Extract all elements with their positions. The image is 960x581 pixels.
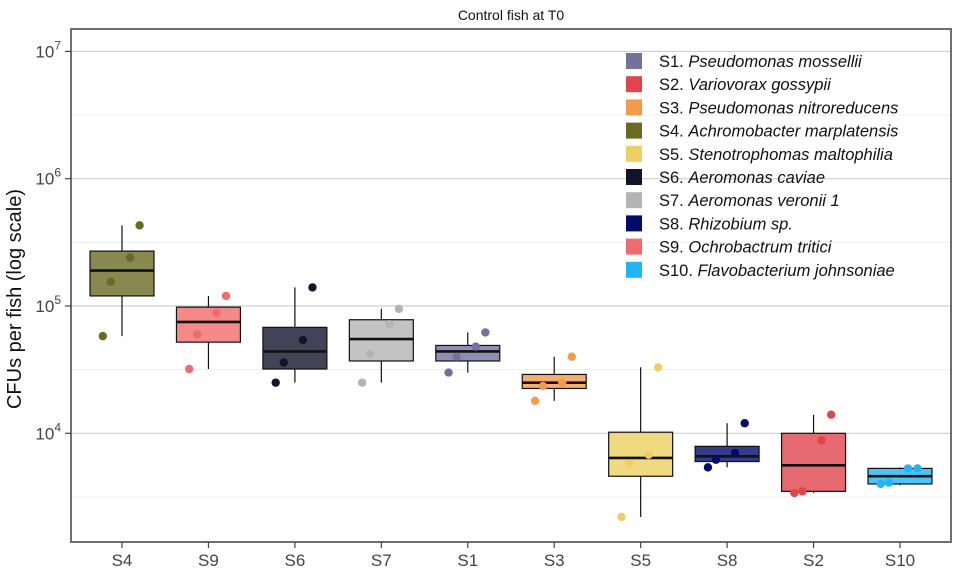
x-tick-label: S6 <box>284 551 305 570</box>
box-S5 <box>608 431 674 477</box>
legend-swatch <box>626 215 642 232</box>
legend-swatch <box>626 76 642 93</box>
legend-swatch <box>626 145 642 162</box>
x-tick-label: S3 <box>544 551 565 570</box>
legend-swatch <box>626 169 642 185</box>
legend-entry-label: S1. Pseudomonas mossellii <box>659 53 863 71</box>
legend-swatch <box>626 53 642 69</box>
data-point <box>558 378 567 387</box>
data-point <box>394 304 404 314</box>
data-point <box>884 478 894 487</box>
data-point <box>730 448 740 458</box>
data-point <box>644 450 653 459</box>
data-point <box>826 410 836 419</box>
legend-entry-label: S5. Stenotrophomas maltophilia <box>659 146 893 164</box>
x-tick-layer: S4 S9 S6 S7 S1 S3 S5 S8 S2 S10 <box>112 542 915 570</box>
data-point <box>444 368 453 377</box>
data-point <box>125 253 135 262</box>
data-point <box>625 459 634 468</box>
data-point <box>212 308 221 318</box>
data-point <box>567 352 577 361</box>
x-tick-label: S4 <box>112 551 133 570</box>
data-point <box>790 488 799 498</box>
data-point <box>530 396 540 406</box>
y-tick-label: 107 <box>35 38 61 61</box>
data-point <box>98 331 108 341</box>
data-point <box>538 381 548 391</box>
data-point <box>740 419 749 428</box>
data-point <box>135 221 144 230</box>
legend-entry-label: S9. Ochrobactrum tritici <box>659 239 833 257</box>
data-point <box>817 436 826 445</box>
data-point <box>913 464 922 473</box>
x-tick-label: S10 <box>885 551 915 570</box>
legend-entry-label: S2. Variovorax gossypii <box>659 76 832 94</box>
legend-swatch <box>626 99 642 116</box>
legend-swatch <box>626 122 642 139</box>
y-tick-layer: 104 105 106 107 <box>35 38 71 443</box>
data-point <box>308 283 317 292</box>
data-point <box>221 291 231 301</box>
box-layer <box>89 225 933 518</box>
data-point <box>876 479 886 489</box>
data-point <box>711 455 721 464</box>
box-S4 <box>89 250 155 297</box>
box-S6 <box>262 326 328 370</box>
legend-swatch <box>626 238 642 255</box>
x-tick-label: S5 <box>630 551 651 570</box>
x-tick-label: S9 <box>198 551 219 570</box>
x-tick-label: S1 <box>457 551 478 570</box>
data-point <box>903 464 913 473</box>
x-tick-label: S8 <box>717 551 738 570</box>
data-point <box>185 364 194 374</box>
data-point <box>481 328 490 337</box>
legend-swatch <box>626 261 642 278</box>
data-point <box>106 277 116 286</box>
legend-entry-label: S3. Pseudomonas nitroreducens <box>659 99 898 117</box>
legend-swatch <box>626 192 642 209</box>
data-point <box>298 335 308 345</box>
x-tick-label: S7 <box>371 551 392 570</box>
data-point <box>617 512 626 522</box>
data-point <box>654 363 663 372</box>
data-point <box>452 352 461 361</box>
point-layer <box>98 221 922 522</box>
y-axis-label: CFUs per fish (log scale) <box>4 189 26 409</box>
data-point <box>271 378 280 387</box>
legend-entry-label: S8. Rhizobium sp. <box>659 215 793 233</box>
y-tick-label: 104 <box>35 420 61 443</box>
box-S2 <box>780 432 847 492</box>
box-S9 <box>175 306 242 343</box>
data-point <box>798 487 807 496</box>
data-point <box>357 378 367 387</box>
data-point <box>193 330 202 339</box>
legend-entry-label: S7. Aeromonas veronii 1 <box>659 192 840 210</box>
data-point <box>365 349 375 359</box>
data-point <box>703 463 713 472</box>
box-S8 <box>694 445 760 463</box>
legend-entry-label: S10. Flavobacterium johnsoniae <box>659 262 895 280</box>
data-point <box>385 319 394 329</box>
chart-title: Control fish at T0 <box>458 7 565 23</box>
data-point <box>471 342 480 351</box>
legend-entry-label: S4. Achromobacter marplatensis <box>659 123 898 141</box>
plot-frame <box>70 28 952 543</box>
legend: S1. Pseudomonas mossellii S2. Variovorax … <box>626 53 898 280</box>
legend-entry-label: S6. Aeromonas caviae <box>659 169 825 187</box>
box-S1 <box>435 344 501 362</box>
y-tick-label: 106 <box>35 166 61 189</box>
y-tick-label: 105 <box>35 293 61 316</box>
data-point <box>279 358 288 367</box>
box-S7 <box>348 319 414 362</box>
x-tick-label: S2 <box>803 551 824 570</box>
